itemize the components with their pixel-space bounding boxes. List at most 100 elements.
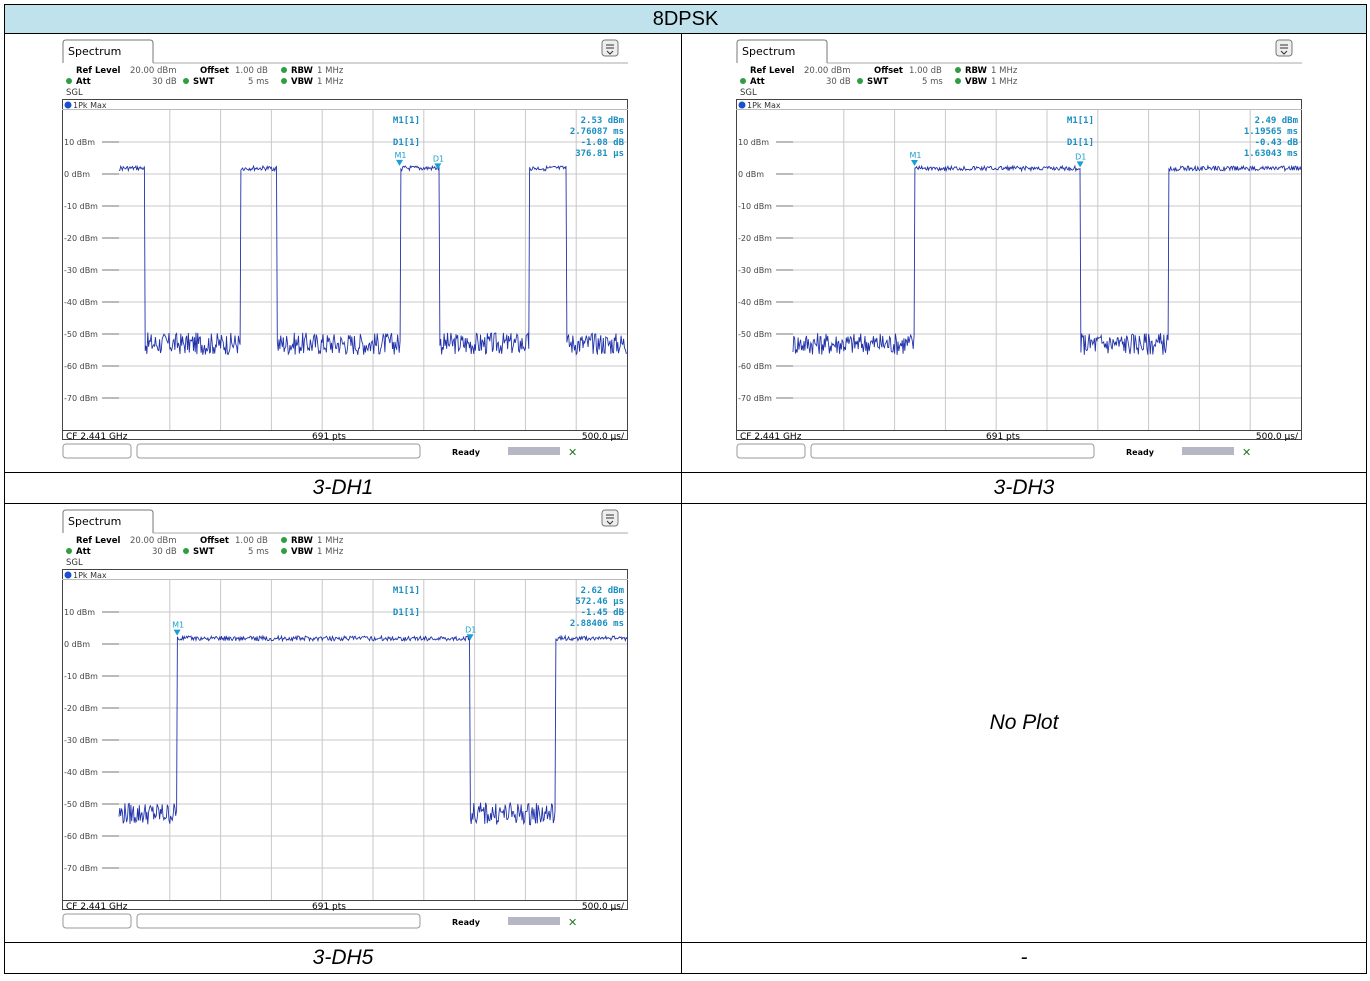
tab-outline [736, 39, 828, 63]
trace-1pk-max [118, 634, 628, 826]
time-per-division: 500.0 µs/ [582, 902, 625, 912]
offset-label: Offset [200, 536, 229, 546]
vbw-value: 1 MHz [317, 547, 344, 557]
d1-readout-label: D1[1] [393, 608, 420, 618]
swt-coupled-dot [183, 78, 189, 84]
caption-3dh3: 3-DH3 [681, 472, 1367, 504]
d1-readout-label: D1[1] [1067, 138, 1094, 148]
trace-1pk-max [118, 164, 628, 356]
ref-level-label: Ref Level [750, 66, 794, 76]
ref-level-value: 20.00 dBm [130, 536, 177, 546]
y-tick-label: -30 dBm [64, 266, 98, 275]
caption-empty: - [681, 942, 1367, 974]
status-field-left[interactable] [62, 443, 132, 459]
m1-marker-tag: M1 [910, 151, 922, 160]
m1-readout-label: M1[1] [393, 116, 420, 126]
d1-marker-triangle [1076, 161, 1084, 168]
att-label: Att [76, 77, 91, 87]
y-tick-label: 10 dBm [64, 608, 95, 617]
y-tick-label: -70 dBm [738, 394, 772, 403]
lxi-icon: ✕ [1242, 446, 1251, 459]
progress-bar [1182, 447, 1234, 455]
y-tick-label: 0 dBm [738, 170, 764, 179]
m1-time: 1.19565 ms [1244, 127, 1298, 137]
offset-label: Offset [874, 66, 903, 76]
y-tick-label: -70 dBm [64, 394, 98, 403]
vbw-coupled-dot [955, 78, 961, 84]
d1-level: -0.43 dB [1255, 138, 1299, 148]
y-tick-label: -10 dBm [64, 202, 98, 211]
y-tick-label: 10 dBm [64, 138, 95, 147]
m1-readout-label: M1[1] [1067, 116, 1094, 126]
d1-marker-tag: D1 [433, 154, 444, 163]
spectrum-analyzer-screen: Spectrum Ref Level 20.00 dBm Offset 1.00 dB R… [736, 39, 1302, 459]
status-field-left[interactable] [736, 443, 806, 459]
trace-label: 1Pk Max [73, 101, 107, 110]
tab-spectrum[interactable]: Spectrum [68, 515, 121, 528]
y-tick-label: -40 dBm [64, 298, 98, 307]
y-tick-label: -30 dBm [64, 736, 98, 745]
m1-readout-label: M1[1] [393, 586, 420, 596]
y-tick-label: -20 dBm [64, 704, 98, 713]
ready-status: Ready [452, 448, 481, 457]
y-tick-label: -40 dBm [64, 768, 98, 777]
trace-indicator-dot [64, 571, 72, 579]
vbw-coupled-dot [281, 78, 287, 84]
y-tick-label: -50 dBm [64, 330, 98, 339]
rbw-value: 1 MHz [317, 66, 344, 76]
lxi-icon: ✕ [568, 916, 577, 929]
caption-3dh1: 3-DH1 [4, 472, 682, 504]
y-tick-label: -10 dBm [64, 672, 98, 681]
att-value: 30 dB [826, 77, 851, 87]
trace-1pk-max [792, 164, 1302, 355]
offset-label: Offset [200, 66, 229, 76]
swt-coupled-dot [183, 548, 189, 554]
d1-marker-triangle [466, 634, 474, 641]
y-tick-label: -40 dBm [738, 298, 772, 307]
time-per-division: 500.0 µs/ [1256, 432, 1299, 442]
d1-time: 2.88406 ms [570, 619, 624, 629]
d1-time: 1.63043 ms [1244, 149, 1298, 159]
swt-value: 5 ms [248, 77, 269, 87]
att-value: 30 dB [152, 547, 177, 557]
tab-spectrum[interactable]: Spectrum [68, 45, 121, 58]
att-label: Att [750, 77, 765, 87]
y-tick-label: -60 dBm [738, 362, 772, 371]
d1-level: -1.45 dB [581, 608, 625, 618]
plot-cell-3dh5: Spectrum Ref Level 20.00 dBm Offset 1.00 dB R… [4, 503, 682, 943]
sweep-points: 691 pts [986, 432, 1020, 442]
trace-label: 1Pk Max [73, 571, 107, 580]
tab-outline [62, 39, 154, 63]
m1-marker-triangle [911, 160, 919, 167]
lxi-icon: ✕ [568, 446, 577, 459]
swt-value: 5 ms [922, 77, 943, 87]
m1-marker-triangle [396, 159, 404, 166]
m1-marker-tag: M1 [172, 621, 184, 630]
menu-icon-glyph [606, 44, 614, 55]
offset-value: 1.00 dB [235, 536, 268, 546]
rbw-label: RBW [291, 66, 314, 76]
status-field-left[interactable] [62, 913, 132, 929]
tab-spectrum[interactable]: Spectrum [742, 45, 795, 58]
spectrum-panel: Spectrum Ref Level 20.00 dBm Offset 1.00 dB R… [736, 37, 1302, 467]
m1-level: 2.53 dBm [581, 116, 625, 126]
d1-time: 376.81 µs [575, 149, 624, 159]
results-table: 8DPSK Spectrum Ref Level 20.00 dBm Offset 1.… [4, 4, 1367, 974]
status-field-message [810, 443, 1095, 459]
spectrum-panel: Spectrum Ref Level 20.00 dBm Offset 1.00 dB R… [62, 507, 628, 937]
offset-value: 1.00 dB [235, 66, 268, 76]
vbw-value: 1 MHz [991, 77, 1018, 87]
att-coupled-dot [740, 78, 746, 84]
rbw-coupled-dot [281, 537, 287, 543]
y-tick-label: 0 dBm [64, 170, 90, 179]
offset-value: 1.00 dB [909, 66, 942, 76]
spectrum-analyzer-screen: Spectrum Ref Level 20.00 dBm Offset 1.00 dB R… [62, 39, 628, 459]
d1-marker-tag: D1 [465, 625, 476, 634]
menu-icon-glyph [606, 514, 614, 525]
trace-indicator-dot [738, 101, 746, 109]
trace-label: 1Pk Max [747, 101, 781, 110]
y-tick-label: -60 dBm [64, 832, 98, 841]
y-tick-label: -20 dBm [738, 234, 772, 243]
swt-label: SWT [193, 547, 214, 557]
m1-level: 2.49 dBm [1255, 116, 1299, 126]
